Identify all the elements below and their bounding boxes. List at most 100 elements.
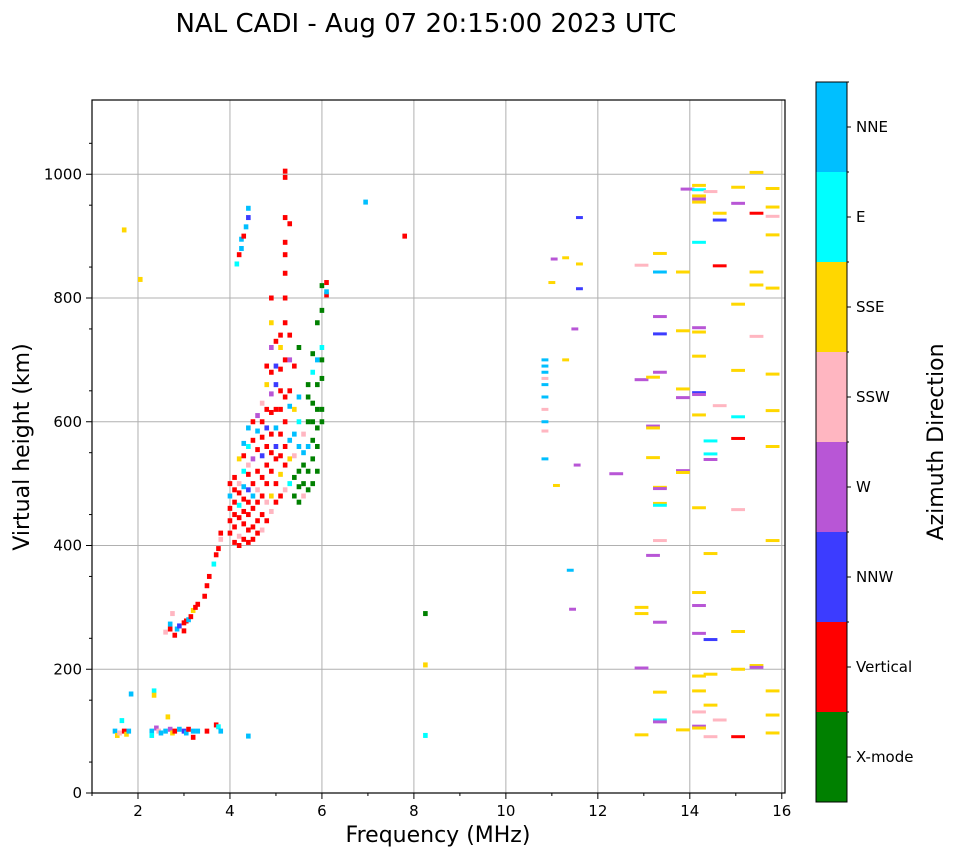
data-point-nnw	[653, 332, 667, 336]
data-point-vertical	[250, 505, 256, 511]
data-point-w	[269, 345, 274, 350]
data-point-ssw	[292, 453, 297, 459]
data-point-sse	[190, 607, 196, 613]
data-point-sse	[653, 501, 667, 505]
data-point-e	[211, 561, 217, 567]
data-point-vertical	[278, 493, 283, 499]
data-point-vertical	[188, 614, 194, 620]
y-tick-label: 800	[53, 289, 82, 307]
data-point-vertical	[269, 450, 274, 456]
data-point-sse	[646, 375, 660, 379]
data-point-sse	[287, 456, 293, 462]
data-point-vertical	[264, 444, 270, 449]
data-point-w	[692, 631, 706, 635]
data-point-x-mode	[296, 468, 302, 474]
data-point-w	[250, 456, 256, 462]
data-point-vertical	[218, 530, 224, 536]
data-point-vertical	[287, 221, 293, 227]
data-point-nne	[255, 428, 260, 434]
data-point-vertical	[246, 539, 251, 545]
colorbar-segment-sse	[816, 262, 847, 352]
y-tick-label: 200	[53, 660, 82, 678]
data-point-w	[676, 396, 690, 400]
data-point-e	[423, 732, 428, 738]
data-point-x-mode	[315, 320, 320, 326]
data-point-ssw	[218, 536, 224, 542]
data-point-vertical	[232, 499, 237, 505]
data-point-w	[692, 326, 706, 330]
data-point-vertical	[282, 462, 288, 468]
data-point-e	[236, 502, 242, 508]
data-point-sse	[692, 591, 706, 595]
data-point-vertical	[282, 357, 288, 363]
data-point-e	[653, 503, 667, 507]
data-point-vertical	[232, 512, 237, 518]
data-point-e	[234, 261, 240, 267]
colorbar-tick-label: Vertical	[856, 658, 912, 676]
colorbar-tick-label: NNE	[856, 118, 888, 136]
x-tick-label: 2	[133, 802, 143, 820]
data-point-nne	[174, 626, 180, 632]
data-point-w	[692, 393, 706, 397]
data-point-vertical	[236, 543, 242, 548]
data-point-w	[731, 201, 745, 205]
data-point-x-mode	[296, 499, 302, 505]
data-point-ssw	[731, 508, 745, 512]
data-point-w	[653, 370, 667, 374]
x-tick-label: 16	[772, 802, 791, 820]
data-point-nne	[177, 726, 182, 732]
data-point-x-mode	[319, 283, 325, 289]
data-point-nnw	[575, 216, 583, 220]
data-point-w	[609, 472, 624, 476]
data-point-vertical	[195, 601, 201, 607]
data-point-vertical	[278, 388, 283, 394]
data-point-nnw	[273, 382, 279, 388]
data-point-vertical	[186, 726, 191, 732]
data-point-vertical	[250, 419, 256, 425]
data-point-sse	[749, 170, 764, 174]
grid-lines	[92, 100, 785, 794]
data-point-nne	[243, 224, 249, 230]
data-point-e	[296, 419, 302, 425]
data-point-vertical	[324, 292, 329, 298]
data-point-w	[154, 725, 159, 731]
data-point-vertical	[282, 394, 288, 400]
data-point-sse	[692, 726, 706, 730]
data-point-vertical	[282, 270, 288, 276]
colorbar-frame	[815, 81, 848, 803]
data-point-w	[692, 604, 706, 608]
data-point-sse	[692, 194, 706, 198]
data-point-nne	[183, 730, 189, 736]
data-point-ssw	[541, 407, 549, 411]
data-point-nne	[128, 691, 134, 697]
data-point-ssw	[246, 462, 251, 468]
data-point-vertical	[246, 527, 251, 533]
data-point-sse	[676, 387, 690, 391]
data-point-w	[703, 457, 718, 461]
data-point-w	[646, 553, 660, 557]
data-point-sse	[692, 413, 706, 417]
data-point-sse	[653, 690, 667, 694]
data-point-sse	[765, 205, 780, 209]
data-point-vertical	[259, 474, 265, 480]
data-point-vertical	[282, 444, 288, 449]
data-point-nne	[301, 450, 306, 456]
data-point-vertical	[241, 521, 247, 527]
data-point-sse	[731, 667, 745, 671]
data-point-x-mode	[310, 419, 316, 425]
y-tick-label: 0	[72, 784, 82, 802]
data-point-e	[119, 718, 125, 724]
data-point-sse	[731, 368, 745, 372]
y-tick-label: 1000	[44, 165, 82, 183]
data-point-nnw	[246, 487, 251, 493]
data-point-vertical	[287, 388, 293, 394]
data-point-nne	[186, 617, 191, 623]
data-point-sse	[634, 733, 649, 737]
data-point-ssw	[264, 499, 270, 505]
data-point-vertical	[712, 264, 727, 268]
data-point-sse	[765, 689, 780, 693]
data-point-vertical	[269, 369, 274, 375]
data-point-x-mode	[310, 437, 316, 443]
data-point-vertical	[259, 434, 265, 440]
data-point-vertical	[255, 447, 260, 453]
